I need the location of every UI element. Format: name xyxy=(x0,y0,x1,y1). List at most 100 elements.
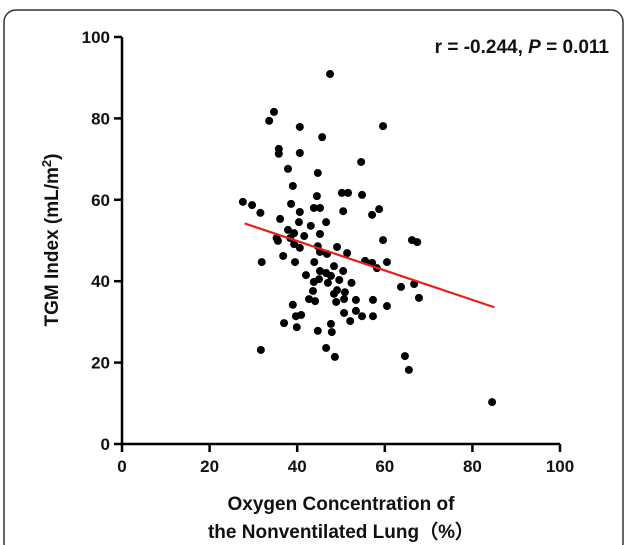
x-tick-label: 40 xyxy=(288,457,307,476)
point xyxy=(313,326,322,335)
point xyxy=(273,236,282,245)
annotation-part: r = -0.244, xyxy=(435,37,528,58)
point xyxy=(309,203,318,212)
y-tick-label: 60 xyxy=(91,191,110,210)
x-tick-label: 100 xyxy=(546,457,574,476)
x-tick-label: 20 xyxy=(200,457,219,476)
point xyxy=(280,319,289,328)
point xyxy=(357,157,366,166)
point xyxy=(413,238,422,247)
point xyxy=(322,218,331,227)
point xyxy=(323,278,332,287)
point xyxy=(368,210,377,219)
point xyxy=(379,236,388,245)
annotation-part: = 0.011 xyxy=(541,37,610,58)
point xyxy=(290,240,299,249)
point xyxy=(306,221,315,230)
point xyxy=(295,148,304,157)
point xyxy=(313,168,322,177)
point xyxy=(322,343,331,352)
point xyxy=(315,267,324,276)
point xyxy=(340,308,349,317)
point xyxy=(340,288,349,297)
point xyxy=(279,251,288,260)
annotation: r = -0.244, P = 0.011 xyxy=(435,37,610,58)
point xyxy=(288,181,297,190)
point xyxy=(326,70,335,79)
y-tick-label: 40 xyxy=(91,272,110,291)
y-axis-label: TGM Index (mL/m2) xyxy=(39,154,64,327)
point xyxy=(308,286,317,295)
point xyxy=(382,302,391,311)
point xyxy=(368,312,377,321)
point xyxy=(318,133,327,142)
frame xyxy=(3,9,624,545)
point xyxy=(291,258,300,267)
point xyxy=(248,201,257,210)
point xyxy=(284,164,293,173)
point xyxy=(344,188,353,197)
point xyxy=(256,208,265,217)
point xyxy=(339,207,348,216)
y-label-part: TGM Index (mL/m xyxy=(42,167,63,326)
point xyxy=(358,312,367,321)
point xyxy=(375,205,384,214)
x-tick-label: 80 xyxy=(463,457,482,476)
point xyxy=(379,122,388,131)
x-tick-label: 0 xyxy=(117,457,126,476)
point xyxy=(315,229,324,238)
point xyxy=(269,107,278,116)
x-axis-label: Oxygen Concentration of xyxy=(228,494,456,515)
fit-line xyxy=(244,222,495,309)
point xyxy=(287,199,296,208)
point xyxy=(358,190,367,199)
point xyxy=(256,345,265,354)
point xyxy=(327,328,336,337)
x-axis-label: the Nonventilated Lung（%） xyxy=(208,520,474,543)
point xyxy=(305,295,314,304)
point xyxy=(292,323,301,332)
point xyxy=(414,293,423,302)
point xyxy=(326,319,335,328)
point xyxy=(351,295,360,304)
point xyxy=(326,271,335,280)
annotation-part: P xyxy=(528,37,541,58)
point xyxy=(329,289,338,298)
point xyxy=(257,258,266,267)
y-tick-label: 100 xyxy=(82,28,110,47)
point xyxy=(397,282,406,291)
point xyxy=(347,278,356,287)
y-tick-label: 20 xyxy=(91,354,110,373)
point xyxy=(330,352,339,361)
point xyxy=(295,122,304,131)
point xyxy=(284,225,293,234)
point xyxy=(333,243,342,252)
point xyxy=(346,317,355,326)
y-label-part: ) xyxy=(42,154,63,160)
y-label-part: 2 xyxy=(39,160,54,167)
point xyxy=(339,267,348,276)
point xyxy=(294,218,303,227)
point xyxy=(301,271,310,280)
point xyxy=(274,149,283,158)
point xyxy=(310,258,319,267)
point xyxy=(382,258,391,267)
point xyxy=(404,365,413,374)
point xyxy=(337,188,346,197)
point xyxy=(311,297,320,306)
point xyxy=(400,352,409,361)
point xyxy=(351,306,360,315)
point xyxy=(288,300,297,309)
point xyxy=(276,214,285,223)
point xyxy=(300,232,309,241)
point xyxy=(343,249,352,258)
x-tick-label: 60 xyxy=(375,457,394,476)
point xyxy=(335,275,344,284)
point xyxy=(332,297,341,306)
point xyxy=(238,197,247,206)
point xyxy=(295,243,304,252)
point xyxy=(309,278,318,287)
point xyxy=(340,295,349,304)
